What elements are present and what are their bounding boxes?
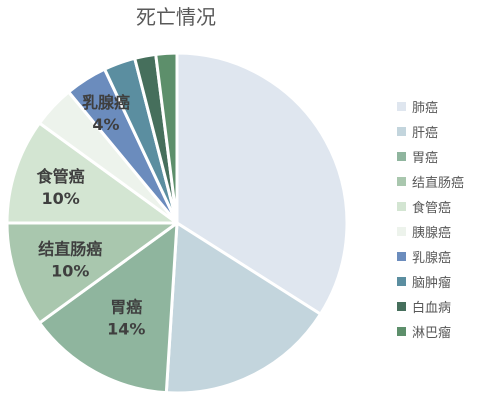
legend-item: 结直肠癌 bbox=[397, 175, 464, 191]
slice-label-value: 4% bbox=[92, 115, 119, 134]
legend-swatch bbox=[397, 177, 406, 186]
slice-label-name: 乳腺癌 bbox=[82, 93, 130, 112]
slice-label-3: 胃癌 14% bbox=[107, 297, 145, 338]
legend-item: 乳腺癌 bbox=[397, 250, 451, 266]
legend-label: 胰腺癌 bbox=[412, 225, 451, 241]
pie-slices bbox=[5, 51, 349, 395]
slice-label-value: 14% bbox=[107, 319, 145, 338]
chart-title: 死亡情况 bbox=[136, 5, 216, 29]
legend-swatch bbox=[397, 202, 406, 211]
legend-label: 肝癌 bbox=[412, 125, 438, 141]
legend-item: 肺癌 bbox=[397, 100, 438, 116]
pie-slice-2 bbox=[164, 221, 323, 395]
slice-label-name: 结直肠癌 bbox=[37, 240, 102, 259]
legend-label: 乳腺癌 bbox=[412, 250, 451, 266]
legend-label: 白血病 bbox=[412, 300, 451, 316]
legend-item: 食管癌 bbox=[397, 200, 451, 216]
slice-label-value: 10% bbox=[51, 262, 89, 281]
legend-swatch bbox=[397, 302, 406, 311]
pie-slice-5 bbox=[5, 121, 179, 225]
slice-label-name: 食管癌 bbox=[36, 167, 85, 186]
legend-label: 肺癌 bbox=[412, 100, 438, 116]
pie-slice-3 bbox=[37, 221, 179, 395]
legend-swatch bbox=[397, 152, 406, 161]
legend-item: 脑肿瘤 bbox=[397, 275, 451, 291]
legend-swatch bbox=[397, 327, 406, 336]
slice-label-name: 胃癌 bbox=[110, 297, 142, 316]
slice-label-value: 10% bbox=[41, 189, 79, 208]
pie-slice-10 bbox=[154, 51, 179, 225]
legend-label: 食管癌 bbox=[412, 200, 451, 216]
legend-item: 淋巴瘤 bbox=[397, 325, 451, 341]
legend-swatch bbox=[397, 127, 406, 136]
legend-label: 结直肠癌 bbox=[412, 175, 464, 191]
legend-swatch bbox=[397, 102, 406, 111]
slice-label-7: 乳腺癌 4% bbox=[82, 93, 130, 134]
slice-label-4: 结直肠癌 10% bbox=[37, 240, 102, 281]
legend-label: 淋巴瘤 bbox=[412, 325, 451, 341]
slice-label-5: 食管癌 10% bbox=[36, 167, 85, 208]
legend-swatch bbox=[397, 227, 406, 236]
legend-swatch bbox=[397, 277, 406, 286]
legend-item: 白血病 bbox=[397, 300, 451, 316]
legend-swatch bbox=[397, 252, 406, 261]
legend-label: 胃癌 bbox=[412, 150, 438, 166]
legend-item: 胃癌 bbox=[397, 150, 438, 166]
legend-item: 胰腺癌 bbox=[397, 225, 451, 241]
legend-item: 肝癌 bbox=[397, 125, 438, 141]
pie-slice-4 bbox=[5, 221, 179, 325]
slice-labels: 胃癌 14% 结直肠癌 10% 食管癌 10% 乳腺癌 4% bbox=[36, 93, 146, 338]
legend-label: 脑肿瘤 bbox=[412, 275, 451, 291]
